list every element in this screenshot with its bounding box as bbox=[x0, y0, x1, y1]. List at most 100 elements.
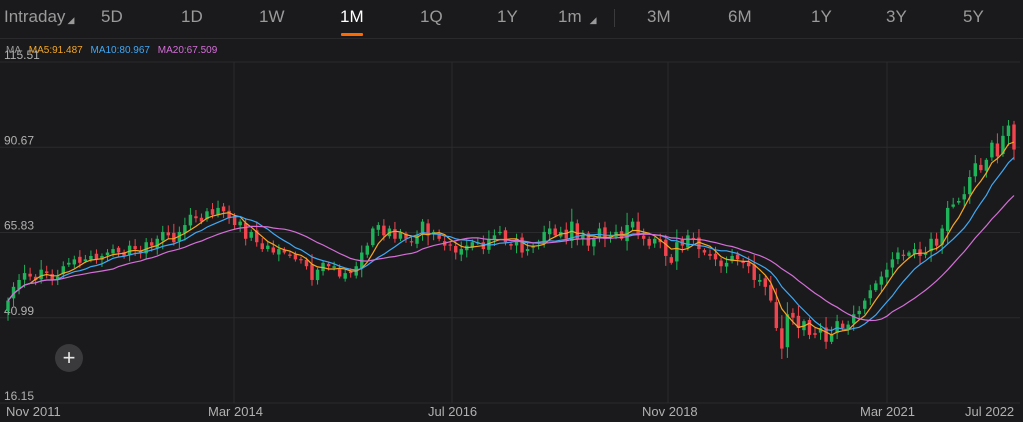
candle-up bbox=[188, 214, 193, 226]
tab-1q[interactable]: 1Q bbox=[420, 7, 443, 26]
candle-up bbox=[525, 249, 530, 252]
candle-down bbox=[702, 250, 707, 253]
candle-up bbox=[1006, 125, 1011, 137]
candle-down bbox=[763, 278, 767, 287]
candle-up bbox=[127, 245, 132, 256]
tab-range-6m[interactable]: 6M bbox=[728, 7, 752, 26]
y-tick-label: 40.99 bbox=[4, 304, 34, 318]
candle-down bbox=[404, 233, 408, 239]
y-tick-label: 65.83 bbox=[4, 219, 34, 233]
tab-1min-label: 1m bbox=[558, 7, 582, 26]
candle-up bbox=[653, 238, 657, 244]
candle-down bbox=[901, 254, 906, 256]
candle-up bbox=[957, 201, 961, 203]
ma5-line bbox=[7, 141, 1015, 336]
candle-up bbox=[973, 163, 978, 177]
candle-down bbox=[194, 216, 198, 219]
candle-down bbox=[564, 229, 568, 239]
candle-down bbox=[255, 230, 259, 243]
ma-legend-prefix: MA bbox=[6, 45, 21, 56]
candle-down bbox=[348, 271, 353, 274]
tab-range-3y[interactable]: 3Y bbox=[886, 7, 907, 26]
tab-range-5y[interactable]: 5Y bbox=[963, 7, 984, 26]
candle-down bbox=[426, 223, 430, 236]
candle-up bbox=[487, 238, 491, 250]
candle-down bbox=[780, 328, 784, 349]
tab-1y[interactable]: 1Y bbox=[497, 7, 518, 26]
candle-down bbox=[166, 232, 171, 236]
tab-range-3m[interactable]: 3M bbox=[647, 7, 671, 26]
tab-5d[interactable]: 5D bbox=[101, 7, 123, 26]
candle-up bbox=[83, 259, 88, 262]
candle-down bbox=[774, 302, 779, 329]
candle-down bbox=[995, 143, 1000, 157]
ma5-legend: MA5:91.487 bbox=[28, 45, 83, 56]
candle-down bbox=[791, 312, 795, 318]
y-tick-label: 90.67 bbox=[4, 133, 34, 147]
plus-icon: + bbox=[62, 345, 76, 370]
candle-down bbox=[735, 254, 740, 260]
candle-up bbox=[785, 314, 790, 348]
candle-down bbox=[603, 227, 607, 239]
candle-up bbox=[962, 194, 966, 200]
candle-up bbox=[249, 231, 253, 238]
candle-down bbox=[33, 276, 38, 280]
candle-up bbox=[758, 279, 762, 282]
candle-down bbox=[708, 254, 712, 256]
candle-down bbox=[509, 244, 513, 246]
tab-intraday[interactable]: Intraday ◢ bbox=[4, 7, 74, 27]
candle-up bbox=[17, 279, 21, 290]
candle-up bbox=[592, 238, 596, 247]
candle-up bbox=[56, 276, 60, 280]
x-tick-label: Nov 2011 bbox=[6, 404, 61, 419]
candle-up bbox=[398, 231, 403, 239]
candle-up bbox=[896, 252, 900, 260]
candle-up bbox=[851, 314, 856, 324]
candle-down bbox=[979, 164, 983, 171]
tab-1min[interactable]: 1m ◢ bbox=[558, 7, 597, 27]
candle-down bbox=[697, 237, 701, 250]
candle-up bbox=[940, 228, 944, 245]
candle-down bbox=[741, 261, 745, 264]
candle-up bbox=[105, 252, 110, 256]
candle-up bbox=[415, 235, 419, 244]
y-tick-label: 115.51 bbox=[4, 48, 40, 62]
zoom-in-button[interactable]: + bbox=[55, 344, 83, 372]
candle-down bbox=[232, 215, 237, 226]
candle-down bbox=[393, 229, 397, 239]
candle-up bbox=[100, 255, 104, 260]
candle-up bbox=[216, 207, 220, 215]
candle-down bbox=[172, 232, 176, 243]
candle-up bbox=[238, 221, 242, 226]
candle-up bbox=[161, 231, 165, 241]
candle-down bbox=[713, 253, 718, 260]
candle-down bbox=[44, 271, 49, 274]
candle-down bbox=[293, 254, 298, 260]
x-tick-label: Jul 2022 bbox=[965, 404, 1014, 419]
x-tick-label: Mar 2014 bbox=[208, 404, 263, 419]
candle-down bbox=[150, 242, 154, 246]
candle-up bbox=[608, 235, 613, 237]
candle-up bbox=[459, 249, 463, 255]
candle-up bbox=[945, 207, 950, 231]
candle-down bbox=[260, 243, 264, 250]
tab-1m[interactable]: 1M bbox=[340, 7, 364, 26]
candle-down bbox=[282, 250, 287, 253]
candle-down bbox=[520, 237, 524, 253]
tab-divider bbox=[614, 9, 615, 27]
tab-1w[interactable]: 1W bbox=[259, 7, 285, 26]
tab-range-1y[interactable]: 1Y bbox=[811, 7, 832, 26]
candle-up bbox=[929, 238, 933, 252]
candles-group bbox=[6, 120, 1016, 360]
candle-up bbox=[907, 252, 911, 256]
candle-down bbox=[310, 264, 314, 280]
candle-down bbox=[669, 257, 674, 263]
candle-down bbox=[746, 262, 751, 267]
candle-down bbox=[28, 273, 32, 277]
candle-up bbox=[547, 228, 552, 235]
candle-up bbox=[371, 228, 375, 246]
candle-up bbox=[984, 159, 989, 171]
candle-up bbox=[829, 334, 834, 342]
tab-1d[interactable]: 1D bbox=[181, 7, 203, 26]
